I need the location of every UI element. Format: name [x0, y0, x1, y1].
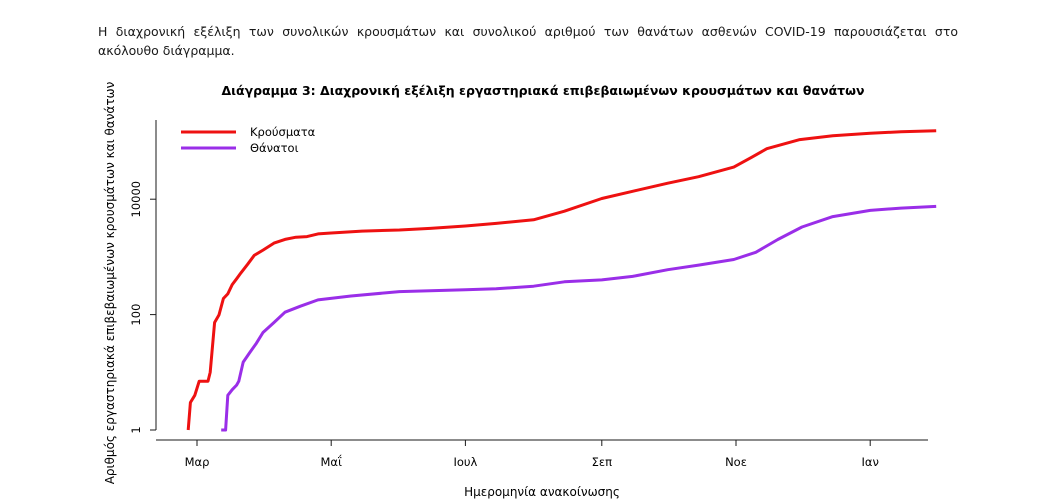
y-axis: 1 100 10000 — [129, 120, 157, 434]
intro-paragraph: Η διαχρονική εξέλιξη των συνολικών κρουσ… — [98, 23, 958, 58]
y-tick-label: 100 — [129, 304, 143, 326]
x-axis-label: Ημερομηνία ανακοίνωσης — [464, 485, 620, 499]
legend: Κρούσματα Θάνατοι — [181, 125, 316, 155]
chart-title: Διάγραμμα 3: Διαχρονική εξέλιξη εργαστηρ… — [221, 83, 864, 98]
series-line-deaths — [221, 204, 937, 432]
x-tick-label: Νοε — [725, 455, 747, 469]
x-axis: Μαρ Μαΐ Ιουλ Σεπ Νοε Ιαν — [156, 439, 928, 469]
x-tick-label: Ιουλ — [453, 455, 477, 469]
series-line-cases — [186, 129, 937, 431]
series-layer — [186, 129, 937, 432]
y-tick-label: 10000 — [129, 181, 143, 218]
y-axis-label: Αριθμός εργαστηριακά επιβεβαιωμένων κρου… — [103, 81, 117, 484]
legend-label-deaths: Θάνατοι — [250, 141, 299, 155]
legend-label-cases: Κρούσματα — [250, 125, 316, 139]
x-tick-label: Μαΐ — [320, 454, 342, 469]
x-tick-label: Μαρ — [185, 455, 210, 469]
x-tick-label: Σεπ — [592, 455, 612, 469]
y-tick-label: 1 — [129, 426, 143, 433]
x-tick-label: Ιαν — [861, 455, 878, 469]
